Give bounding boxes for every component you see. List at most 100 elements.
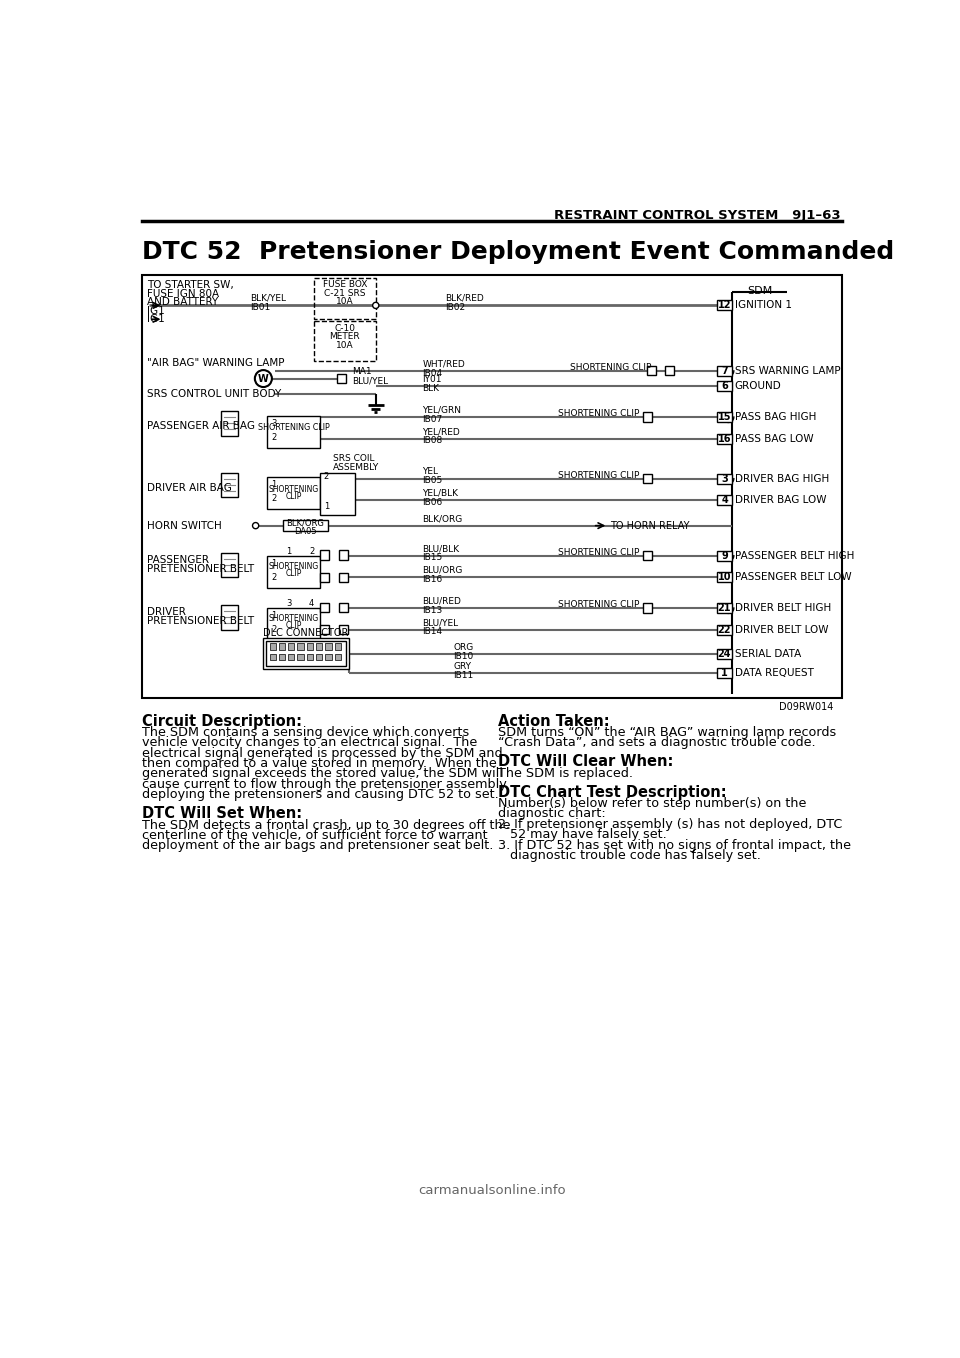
Text: PRETENSIONER BELT: PRETENSIONER BELT [147,617,254,626]
Text: 3: 3 [286,599,291,608]
Bar [643,413,653,422]
Bar [717,625,732,634]
Bar [339,625,348,634]
Text: electrical signal generated is processed by the SDM and: electrical signal generated is processed… [142,747,502,759]
Text: 15: 15 [718,411,732,422]
Text: 2. If pretensioner assembly (s) has not deployed, DTC: 2. If pretensioner assembly (s) has not … [498,818,843,831]
Text: IGNITION 1: IGNITION 1 [734,300,792,311]
Text: SHORTENING: SHORTENING [269,562,319,570]
Text: 2: 2 [271,433,276,441]
Text: SHORTENING CLIP: SHORTENING CLIP [257,424,329,432]
Text: IG1: IG1 [147,306,165,316]
Text: PASSENGER BELT LOW: PASSENGER BELT LOW [734,572,852,583]
Text: IB01: IB01 [251,303,271,312]
Text: The SDM detects a frontal crash, up to 30 degrees off the: The SDM detects a frontal crash, up to 3… [142,819,510,831]
Circle shape [254,371,272,387]
Text: 4: 4 [309,599,314,608]
Text: DRIVER BELT HIGH: DRIVER BELT HIGH [734,603,830,612]
Bar [307,655,313,660]
Text: SRS COIL: SRS COIL [333,454,374,463]
Bar [717,496,732,505]
Text: 16: 16 [718,433,732,444]
Text: YEL/BLK: YEL/BLK [422,489,458,498]
Text: 3: 3 [271,418,276,428]
Text: 4: 4 [721,496,728,505]
Text: cause current to flow through the pretensioner assembly: cause current to flow through the preten… [142,778,507,790]
Bar [643,474,653,483]
Text: The SDM contains a sensing device which converts: The SDM contains a sensing device which … [142,725,468,739]
Text: 2: 2 [324,471,329,481]
Text: PASSENGER AIR BAG: PASSENGER AIR BAG [147,421,255,432]
Text: deploying the pretensioners and causing DTC 52 to set.: deploying the pretensioners and causing … [142,788,498,801]
Text: SHORTENING: SHORTENING [269,485,319,494]
Bar [339,550,348,559]
Text: HORN SWITCH: HORN SWITCH [147,520,222,531]
Text: BLK: BLK [422,384,440,392]
Bar [717,603,732,612]
Text: W: W [258,373,269,383]
Text: PASS BAG LOW: PASS BAG LOW [734,433,813,444]
Text: BLK/ORG: BLK/ORG [422,515,463,523]
Text: 1: 1 [721,668,728,679]
Bar [316,644,323,649]
Text: IB07: IB07 [422,416,443,424]
Circle shape [372,303,379,308]
Text: IB05: IB05 [422,477,443,485]
Text: Circuit Description:: Circuit Description: [142,713,301,728]
Text: SDM turns “ON” the “AIR BAG” warning lamp records: SDM turns “ON” the “AIR BAG” warning lam… [498,725,836,739]
Text: SRS CONTROL UNIT BODY: SRS CONTROL UNIT BODY [147,388,281,399]
Text: "AIR BAG" WARNING LAMP: "AIR BAG" WARNING LAMP [147,359,284,368]
Text: then compared to a value stored in memory.  When the: then compared to a value stored in memor… [142,756,496,770]
Bar [142,274,842,698]
Text: D09RW014: D09RW014 [779,702,833,713]
Bar [339,603,348,612]
Bar [320,550,329,559]
Text: 10: 10 [718,572,732,583]
Text: Number(s) below refer to step number(s) on the: Number(s) below refer to step number(s) … [498,797,806,811]
Text: DTC 52  Pretensioner Deployment Event Commanded: DTC 52 Pretensioner Deployment Event Com… [142,240,894,263]
Text: TO HORN RELAY: TO HORN RELAY [610,520,689,531]
Bar [717,474,732,483]
Bar [314,278,375,319]
Text: generated signal exceeds the stored value, the SDM will: generated signal exceeds the stored valu… [142,767,503,781]
Text: 1: 1 [286,546,291,555]
Text: DRIVER: DRIVER [147,607,186,617]
Bar [647,367,657,375]
Text: FUSE IGN 80A: FUSE IGN 80A [147,289,219,299]
Bar [717,572,732,583]
Bar [717,365,732,376]
Bar [283,520,327,531]
Text: SHORTENING CLIP: SHORTENING CLIP [558,471,639,481]
Text: BLK/RED: BLK/RED [445,293,484,303]
Bar [288,655,295,660]
Bar [307,644,313,649]
Text: ORG: ORG [453,642,473,652]
Text: IB06: IB06 [422,498,443,507]
Text: 7: 7 [721,365,728,376]
Text: MA1: MA1 [352,367,372,376]
Text: BLK/YEL: BLK/YEL [251,293,286,303]
Text: DRIVER BELT LOW: DRIVER BELT LOW [734,625,828,634]
Text: 10A: 10A [336,297,353,306]
Text: DRIVER BAG HIGH: DRIVER BAG HIGH [734,474,828,483]
Text: IY01: IY01 [422,375,442,384]
Bar [221,473,238,497]
Bar [325,655,331,660]
Bar [298,655,303,660]
Text: ASSEMBLY: ASSEMBLY [333,463,379,471]
Bar [288,644,295,649]
Text: TO STARTER SW,: TO STARTER SW, [147,280,234,291]
Bar [717,433,732,444]
Bar [221,604,238,630]
Text: DTC Will Set When:: DTC Will Set When: [142,807,301,822]
Text: PRETENSIONER BELT: PRETENSIONER BELT [147,564,254,573]
Bar [298,644,303,649]
Text: DRIVER AIR BAG: DRIVER AIR BAG [147,483,232,493]
Text: C-10: C-10 [334,325,355,333]
Bar [267,416,320,448]
Bar [320,473,355,515]
Bar [278,644,285,649]
Text: deployment of the air bags and pretensioner seat belt.: deployment of the air bags and pretensio… [142,839,493,853]
Text: 10A: 10A [336,341,353,350]
Text: BLU/RED: BLU/RED [422,596,461,606]
